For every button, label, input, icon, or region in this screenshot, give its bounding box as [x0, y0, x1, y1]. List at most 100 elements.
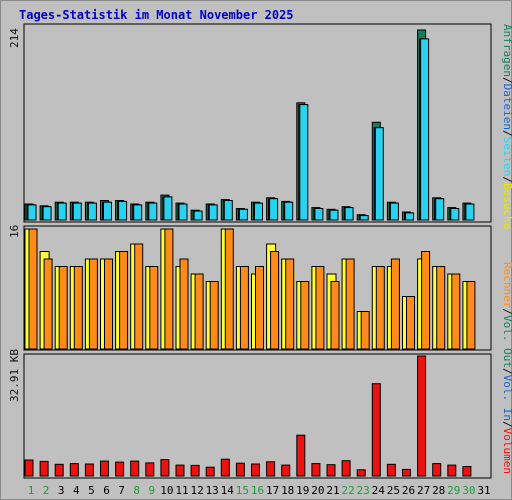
bar-rechner-4 [73, 266, 83, 350]
x-tick-label-22: 22 [341, 484, 354, 497]
bar-seiten-26 [405, 212, 414, 221]
legend-besuche: Besuche [501, 183, 512, 229]
bar-rechner-9 [149, 266, 159, 350]
legend-rechner: Rechner [501, 262, 512, 309]
bar-seiten-25 [389, 202, 399, 221]
bar-seiten-6 [103, 201, 112, 221]
legend-sep-6: / [501, 421, 512, 428]
bar-volumen-24 [371, 383, 381, 477]
x-tick-label-18: 18 [281, 484, 294, 497]
bar-seiten-14 [223, 200, 233, 221]
bar-seiten-3 [57, 202, 67, 221]
bar-seiten-28 [435, 198, 445, 221]
bar-rechner-5 [88, 258, 98, 350]
bar-volumen-20 [311, 463, 321, 477]
bar-volumen-14 [220, 458, 230, 477]
x-tick-label-26: 26 [402, 484, 415, 497]
bar-volumen-4 [69, 463, 79, 477]
bar-volumen-9 [145, 462, 155, 477]
x-axis-labels: 1 2 3 4 5 6 7 8 9 10 11 12 13 14 15 16 17 18 19 20 21 22 23 24 2… [28, 484, 491, 497]
bar-volumen-28 [432, 463, 442, 477]
bar-volumen-19 [296, 434, 306, 477]
page-title: Tages-Statistik im Monat November 2025 [19, 8, 294, 22]
bar-seiten-1 [27, 204, 37, 221]
bar-rechner-28 [436, 266, 446, 350]
bar-volumen-30 [462, 466, 472, 477]
bottom-axis-max-label: 32.91 KB [8, 349, 21, 402]
legend-vol-in: Vol. In [501, 375, 512, 421]
bar-volumen-7 [115, 461, 125, 477]
bar-volumen-29 [447, 464, 457, 477]
bar-rechner-20 [315, 266, 325, 350]
x-tick-label-25: 25 [387, 484, 400, 497]
x-tick-label-3: 3 [58, 484, 65, 497]
top-panel [23, 23, 492, 223]
x-tick-label-5: 5 [88, 484, 95, 497]
legend-sep-1: / [501, 77, 512, 84]
bar-rechner-14 [224, 228, 234, 350]
bar-rechner-21 [330, 281, 340, 350]
bar-volumen-1 [24, 459, 34, 477]
x-tick-label-10: 10 [160, 484, 173, 497]
legend-anfragen: Anfragen [501, 24, 512, 77]
bar-seiten-8 [133, 204, 143, 221]
bar-seiten-24 [374, 127, 384, 221]
legend-sep-3: / [501, 176, 512, 183]
bar-seiten-21 [329, 209, 339, 221]
x-tick-label-30: 30 [462, 484, 475, 497]
x-tick-label-24: 24 [372, 484, 386, 497]
bar-seiten-23 [359, 215, 369, 221]
bar-seiten-12 [193, 210, 203, 221]
bar-volumen-10 [160, 459, 170, 477]
bar-seiten-29 [450, 208, 460, 221]
x-tick-label-7: 7 [118, 484, 125, 497]
bar-seiten-17 [269, 198, 279, 221]
bar-seiten-22 [344, 207, 354, 221]
bar-seiten-27 [420, 38, 430, 221]
bar-volumen-8 [130, 460, 140, 477]
bar-seiten-5 [87, 202, 97, 221]
bar-seiten-19 [299, 104, 309, 221]
bar-marks [24, 29, 476, 477]
bar-rechner-8 [134, 243, 144, 350]
legend-sep-2: / [501, 130, 512, 137]
x-tick-label-2: 2 [43, 484, 50, 497]
bar-rechner-29 [451, 273, 461, 350]
bar-rechner-1 [28, 228, 38, 350]
bar-volumen-15 [235, 462, 245, 477]
middle-axis-max-label: 16 [8, 225, 21, 238]
x-tick-label-27: 27 [417, 484, 430, 497]
bar-rechner-18 [285, 258, 295, 350]
bar-volumen-16 [251, 463, 260, 477]
bar-volumen-22 [341, 460, 351, 477]
bar-volumen-17 [266, 461, 276, 477]
x-tick-label-28: 28 [432, 484, 445, 497]
bar-rechner-25 [390, 258, 400, 350]
bar-rechner-22 [345, 258, 355, 350]
x-tick-label-9: 9 [148, 484, 155, 497]
legend-seiten: Seiten [501, 137, 512, 177]
bar-seiten-15 [238, 208, 248, 221]
x-tick-label-19: 19 [296, 484, 309, 497]
legend-dateien: Dateien [501, 84, 512, 130]
bar-volumen-23 [356, 469, 366, 477]
x-tick-label-4: 4 [73, 484, 80, 497]
bar-rechner-24 [375, 266, 385, 350]
bar-volumen-6 [100, 460, 109, 477]
top-axis-max-label: 214 [8, 28, 21, 48]
bar-rechner-2 [43, 258, 53, 350]
x-tick-label-11: 11 [175, 484, 188, 497]
x-tick-label-8: 8 [133, 484, 140, 497]
bar-volumen-27 [417, 355, 427, 477]
x-tick-label-1: 1 [28, 484, 35, 497]
x-tick-label-23: 23 [357, 484, 370, 497]
x-tick-label-16: 16 [251, 484, 264, 497]
bar-rechner-12 [194, 273, 204, 350]
bar-seiten-4 [72, 202, 82, 221]
bar-seiten-2 [42, 206, 52, 221]
bar-rechner-7 [119, 251, 129, 350]
bar-rechner-15 [239, 266, 249, 350]
x-tick-label-14: 14 [221, 484, 235, 497]
bar-seiten-30 [465, 203, 475, 221]
